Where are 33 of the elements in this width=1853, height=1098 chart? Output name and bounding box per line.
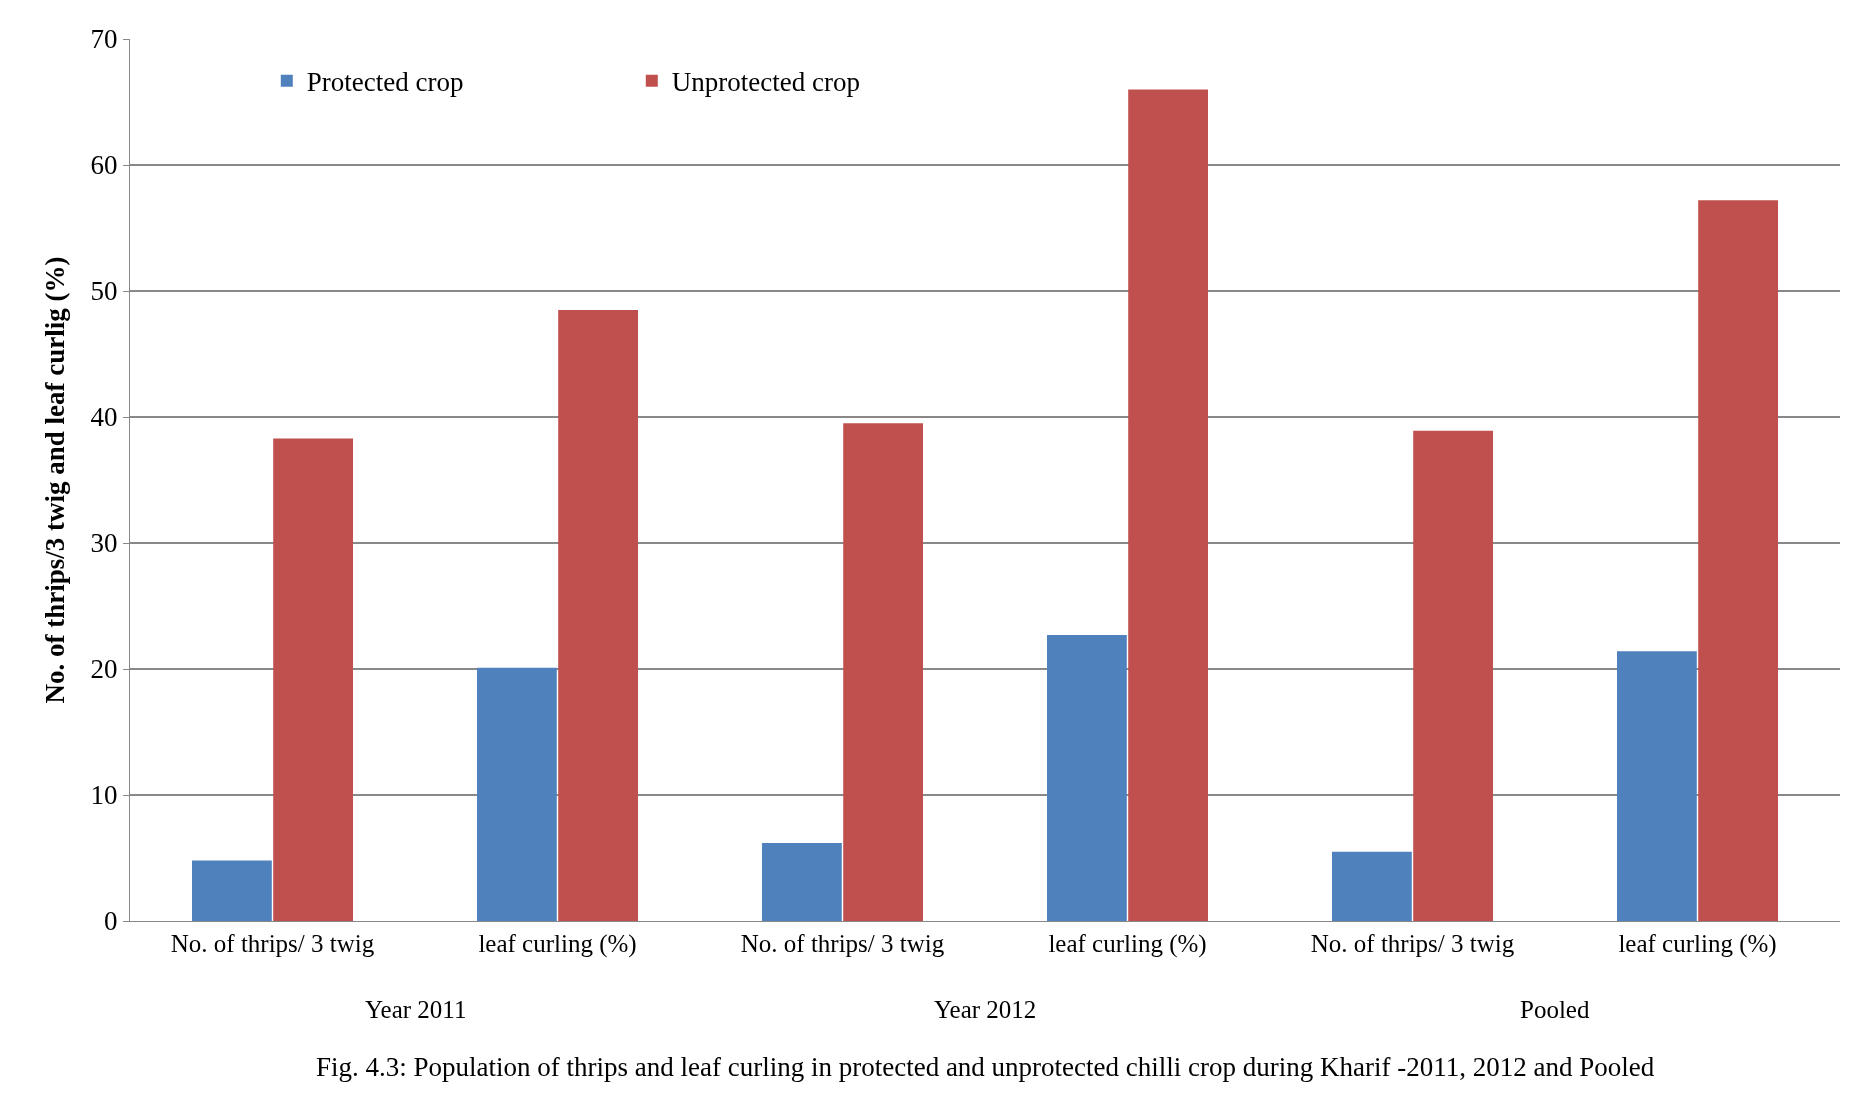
bar bbox=[1128, 89, 1209, 921]
y-tick-label: 40 bbox=[90, 402, 118, 433]
bar bbox=[843, 423, 924, 921]
y-tick-label: 60 bbox=[90, 150, 118, 181]
y-tick-label: 30 bbox=[90, 528, 118, 559]
bar bbox=[273, 438, 354, 921]
x-tick-label: leaf curling (%) bbox=[478, 930, 637, 958]
y-axis-title: No. of thrips/3 twig and leaf curlig (%) bbox=[39, 256, 70, 704]
x-tick-label: leaf curling (%) bbox=[1618, 930, 1777, 958]
y-tick-label: 20 bbox=[90, 654, 118, 685]
y-tick-label: 0 bbox=[104, 906, 118, 937]
bar bbox=[1046, 634, 1127, 921]
y-tick-label: 70 bbox=[90, 24, 118, 55]
x-tick-label: leaf curling (%) bbox=[1048, 930, 1207, 958]
x-tick-label: No. of thrips/ 3 twig bbox=[170, 930, 375, 957]
legend-label: Protected crop bbox=[306, 67, 464, 98]
caption: Fig. 4.3: Population of thrips and leaf curling in protected and unprotected chilli crop during Kharif -2011, 2012 and Pooled bbox=[316, 1052, 1655, 1082]
x-tick-label: No. of thrips/ 3 twig bbox=[740, 930, 945, 957]
bar bbox=[476, 667, 557, 921]
bar bbox=[1698, 200, 1779, 921]
bar bbox=[191, 860, 272, 921]
bar bbox=[761, 842, 842, 921]
bar bbox=[558, 309, 639, 921]
bar bbox=[1616, 651, 1697, 921]
text: Year 2011 bbox=[365, 996, 467, 1023]
text: Pooled bbox=[1520, 996, 1590, 1023]
legend-label: Unprotected crop bbox=[671, 67, 860, 98]
y-tick-label: 50 bbox=[90, 276, 118, 307]
x-tick-label: No. of thrips/ 3 twig bbox=[1310, 930, 1515, 957]
text: Year 2012 bbox=[934, 996, 1037, 1023]
bar bbox=[1331, 851, 1412, 921]
bar bbox=[1413, 430, 1494, 921]
y-tick-label: 10 bbox=[90, 780, 118, 811]
